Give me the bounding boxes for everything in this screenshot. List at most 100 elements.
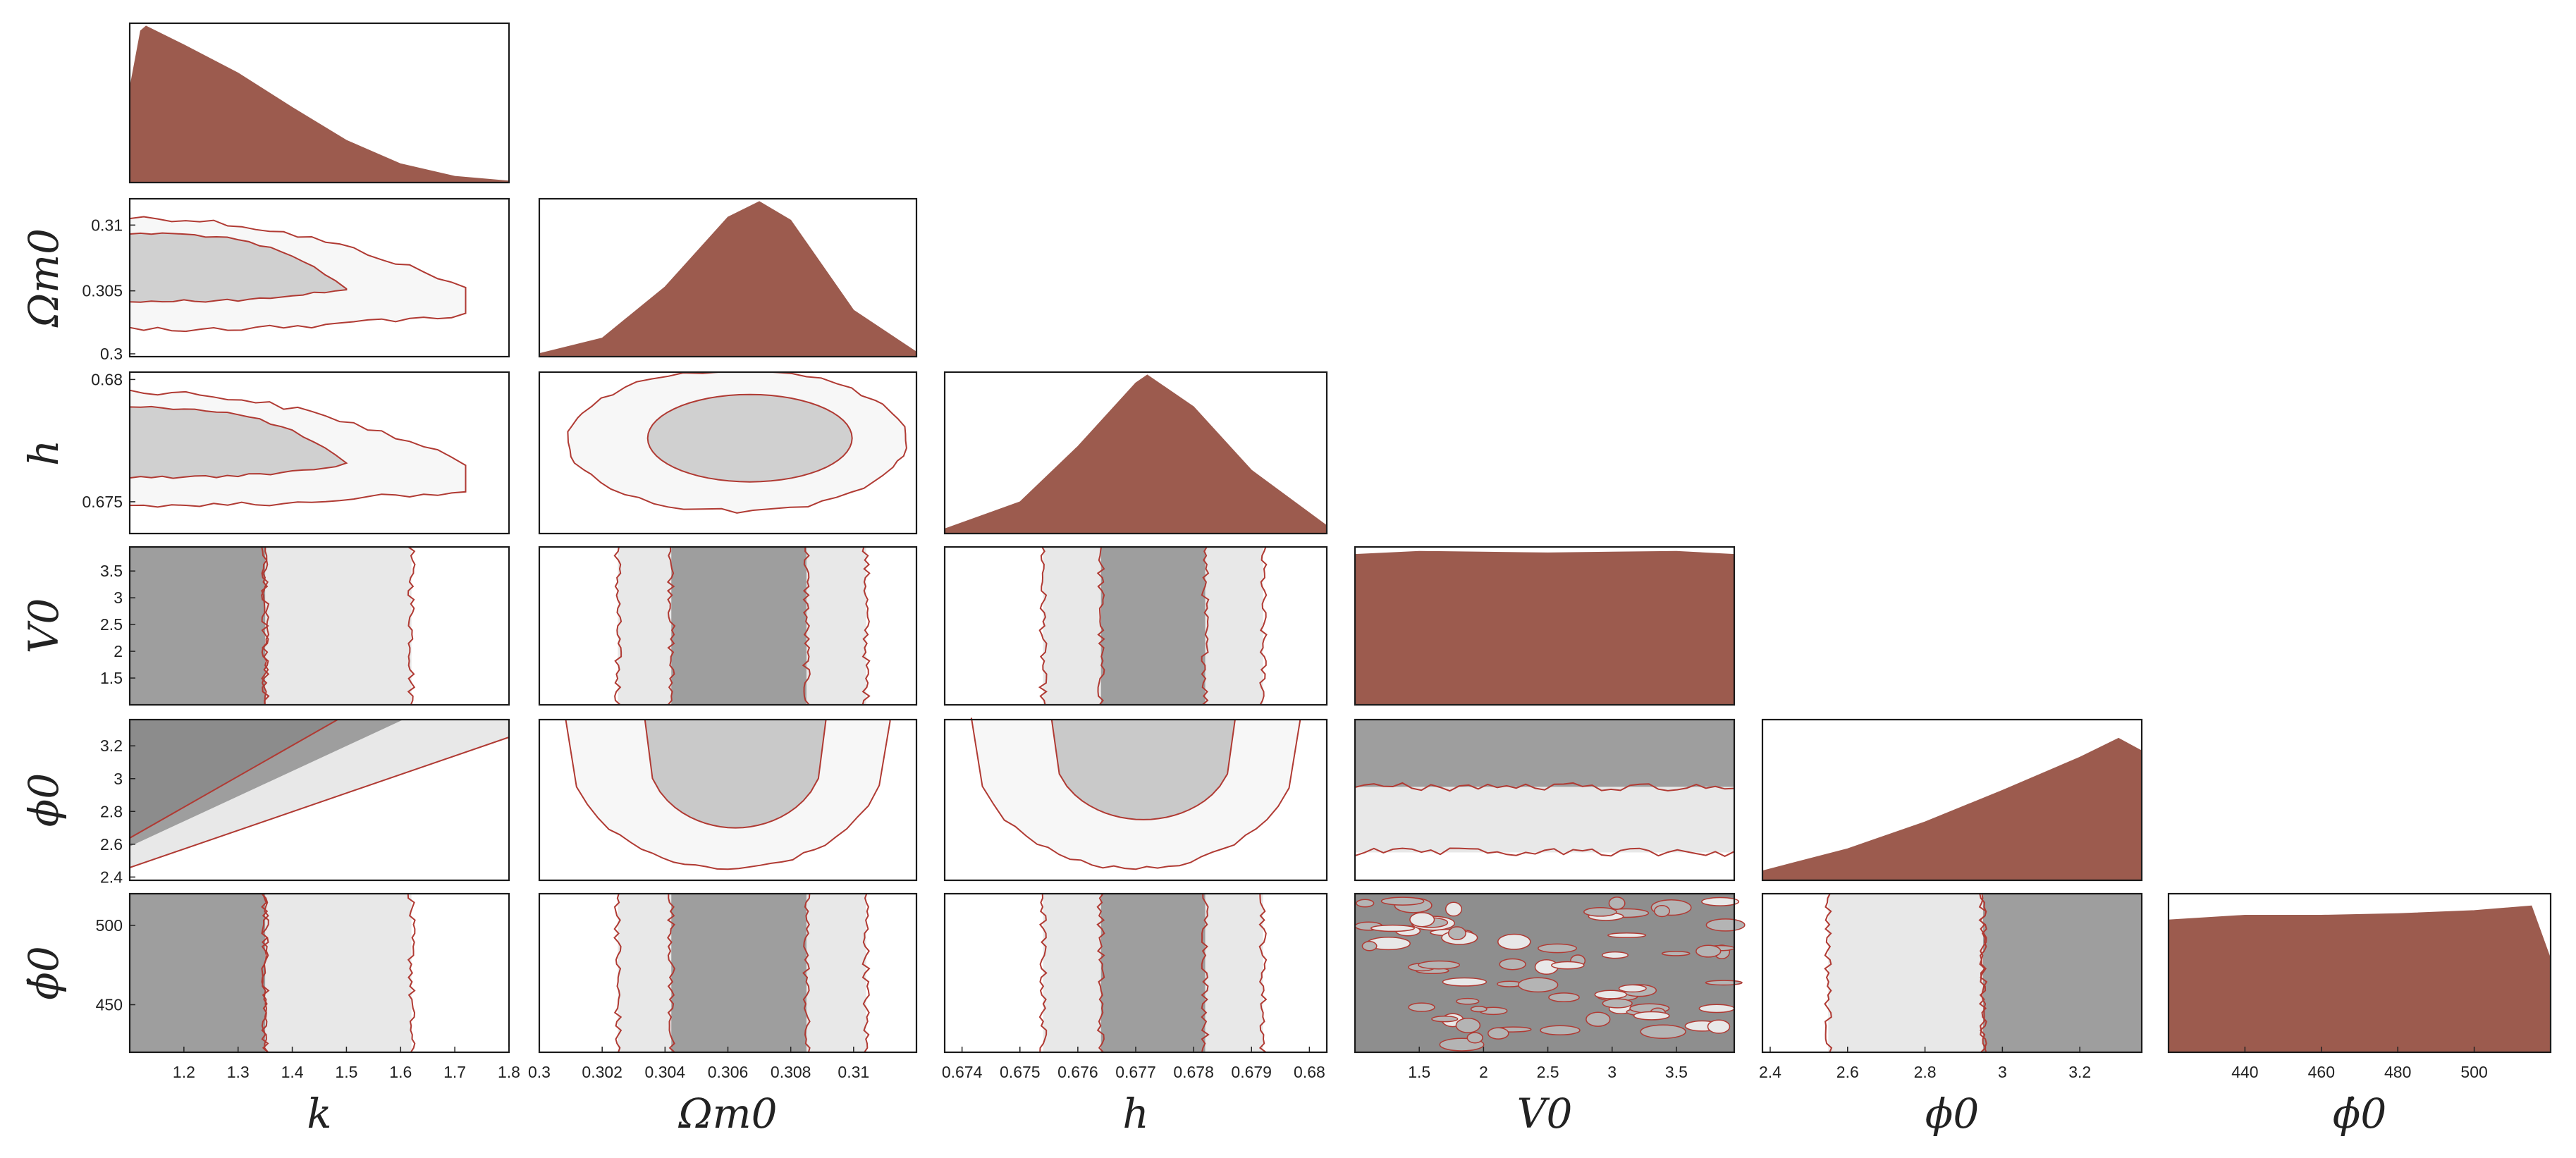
patch-2sigma [1548,992,1580,1003]
x-tick-label: 480 [2384,1063,2411,1081]
patch-2sigma [1361,941,1378,951]
patch-2sigma [1618,984,1647,993]
panel-frame-2-1 [538,371,918,535]
contour-1sigma [129,232,348,303]
x-tick-label: 0.304 [645,1063,686,1081]
panel-frame-3-0 [128,546,510,706]
patch-2sigma [1705,918,1746,932]
patch-2sigma [1701,897,1740,906]
band-1sigma [1982,894,2142,1052]
x-tick-label: 500 [2460,1063,2487,1081]
contour-1sigma [129,405,348,479]
patch-2sigma [1497,933,1531,950]
x-tick-label: 0.302 [582,1063,622,1081]
panel-frame-0-0 [128,22,510,184]
patch-2sigma [1455,1017,1481,1033]
patch-2sigma [1551,961,1585,970]
contour-1sigma [646,393,853,483]
x-tick-label: 440 [2231,1063,2258,1081]
contour-2sigma [1354,847,1735,858]
band-1sigma [1355,720,1734,787]
band-2sigma [265,547,412,705]
panel-frame-4-1 [538,718,918,882]
marginal-V0 [1354,550,1735,706]
y-axis-label-phidot: ϕ̇0 [20,946,68,999]
contour-2sigma [1038,893,1048,1053]
patch-2sigma [1499,958,1526,971]
contour-1sigma [802,546,811,706]
y-tick-label: 3.2 [100,737,123,755]
x-tick-label: 0.677 [1115,1063,1156,1081]
patch-2sigma [1608,897,1626,910]
contour-2sigma [261,893,269,1053]
contour-2sigma [1824,893,1833,1053]
contour-1sigma [1354,782,1735,792]
patch-2sigma [1456,997,1480,1005]
x-tick-label: 0.674 [942,1063,983,1081]
y-tick-label: 3 [114,770,123,788]
contour-1sigma [261,893,270,1053]
patch-2sigma [1640,1024,1686,1039]
y-tick-label: 0.675 [82,493,123,511]
patch-2sigma [1380,897,1425,906]
patch-2sigma [1695,944,1722,958]
patch-2sigma [1633,1011,1670,1021]
panel-frame-5-4 [1761,892,2143,1054]
patch-2sigma [1466,1032,1483,1044]
panel-frame-5-3 [1354,892,1736,1054]
x-tick-label: 1.5 [335,1063,357,1081]
contour-1sigma [1201,546,1210,706]
panel-frame-4-4 [1761,718,2143,882]
patch-2sigma [1602,998,1633,1009]
patch-2sigma [1356,899,1375,908]
y-tick-label: 2 [114,642,123,660]
panel-frame-4-0 [128,718,510,882]
x-tick-label: 0.3 [528,1063,551,1081]
patch-2sigma [1418,960,1460,970]
contour-2sigma [970,717,1301,870]
x-tick-label: 0.676 [1057,1063,1098,1081]
patch-2sigma [1488,1027,1509,1040]
contour-1sigma [666,893,676,1053]
y-tick-label: 2.5 [100,615,123,634]
x-tick-label: 2.4 [1759,1063,1781,1081]
patch-2sigma [1540,1025,1581,1036]
patch-2sigma [1431,1016,1459,1023]
contour-1sigma [1050,719,1237,820]
marginal-phidot [2168,905,2551,1053]
x-tick-label: 2.6 [1836,1063,1859,1081]
patch-2sigma [1538,943,1577,954]
contour-2sigma [565,719,891,870]
panel-frame-3-1 [538,546,918,706]
x-tick-label: 0.678 [1173,1063,1214,1081]
y-axis-label-phi0: ϕ0 [20,773,68,827]
y-tick-label: 2.6 [100,835,123,854]
y-tick-label: 1.5 [100,669,123,687]
x-axis-label-h: h [1122,1090,1148,1138]
y-tick-label: 500 [96,916,123,935]
contour-2sigma [1038,546,1048,706]
patch-2sigma [1586,1011,1611,1027]
x-axis-label-phidot: ϕ̇0 [2333,1090,2386,1138]
panel-frame-5-5 [2167,892,2552,1054]
x-axis-label-Om: Ωm0 [678,1090,778,1138]
y-axis-label-h: h [20,440,68,466]
patch-2sigma [1594,990,1628,999]
x-tick-label: 0.308 [771,1063,811,1081]
region-1sigma [130,233,347,302]
contour-2sigma [407,546,416,706]
x-tick-label: 1.6 [389,1063,412,1081]
band-2sigma [265,894,412,1052]
marginal-h [944,374,1327,534]
x-tick-label: 2.8 [1914,1063,1937,1081]
patch-2sigma [1445,901,1463,917]
x-tick-label: 1.4 [281,1063,304,1081]
panel-frame-2-2 [943,371,1328,535]
y-tick-label: 0.3 [100,345,123,363]
x-tick-label: 1.7 [443,1063,466,1081]
x-tick-label: 1.2 [173,1063,195,1081]
contour-2sigma [613,893,622,1053]
panel-frames [128,22,2552,1054]
region-1sigma [647,394,852,482]
y-tick-label: 0.68 [91,370,123,388]
